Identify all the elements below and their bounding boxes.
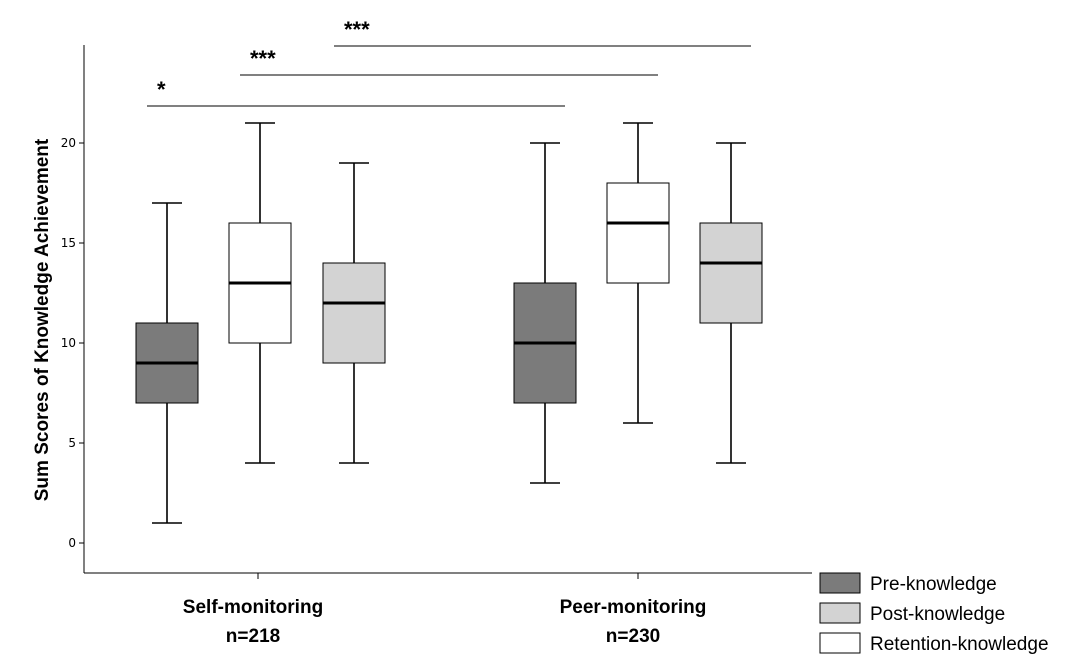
significance-label: *** — [250, 46, 276, 71]
legend-label: Post-knowledge — [870, 604, 1005, 625]
legend-label: Pre-knowledge — [870, 574, 997, 595]
y-axis-label: Sum Scores of Knowledge Achievement — [32, 138, 53, 501]
legend-swatch — [819, 632, 861, 654]
box-peer-monitoringretention-knowledge — [606, 122, 670, 424]
box-self-monitoringretention-knowledge — [228, 122, 292, 464]
axes: 0 5 10 15 20 — [61, 45, 812, 579]
iqr-box — [606, 182, 670, 284]
legend-entry: Pre-knowledge — [819, 572, 997, 595]
legend: Pre-knowledge Post-knowledge Retention-kno… — [819, 572, 1049, 655]
box-self-monitoringpost-knowledge — [322, 162, 386, 464]
significance-bracket: * — [147, 77, 565, 107]
y-tick-label: 10 — [61, 336, 76, 350]
box-self-monitoringpre-knowledge — [135, 202, 199, 524]
group-labels: Self-monitoring n=218 Peer-monitoring n=230 — [183, 597, 707, 647]
legend-entry: Retention-knowledge — [819, 632, 1049, 655]
group-n-label: n=230 — [606, 626, 660, 647]
group-name-label: Peer-monitoring — [560, 597, 707, 618]
legend-label: Retention-knowledge — [870, 634, 1049, 655]
group-name-label: Self-monitoring — [183, 597, 323, 618]
legend-swatch — [819, 572, 861, 594]
significance-annotations: ******* — [147, 17, 751, 107]
iqr-box — [699, 222, 763, 324]
y-tick-label: 15 — [61, 236, 76, 250]
significance-bracket: *** — [240, 46, 658, 76]
group-n-label: n=218 — [226, 626, 280, 647]
y-tick-label: 5 — [68, 436, 76, 450]
y-tick-label: 0 — [68, 536, 76, 550]
y-tick-label: 20 — [61, 136, 76, 150]
iqr-box — [322, 262, 386, 364]
box-peer-monitoringpre-knowledge — [513, 142, 577, 484]
significance-label: * — [157, 77, 166, 102]
boxes — [135, 122, 763, 524]
significance-label: *** — [344, 17, 370, 42]
legend-entry: Post-knowledge — [819, 602, 1005, 625]
significance-bracket: *** — [334, 17, 751, 47]
legend-swatch — [819, 602, 861, 624]
axis-labels: Sum Scores of Knowledge Achievement — [32, 138, 53, 501]
box-peer-monitoringpost-knowledge — [699, 142, 763, 464]
